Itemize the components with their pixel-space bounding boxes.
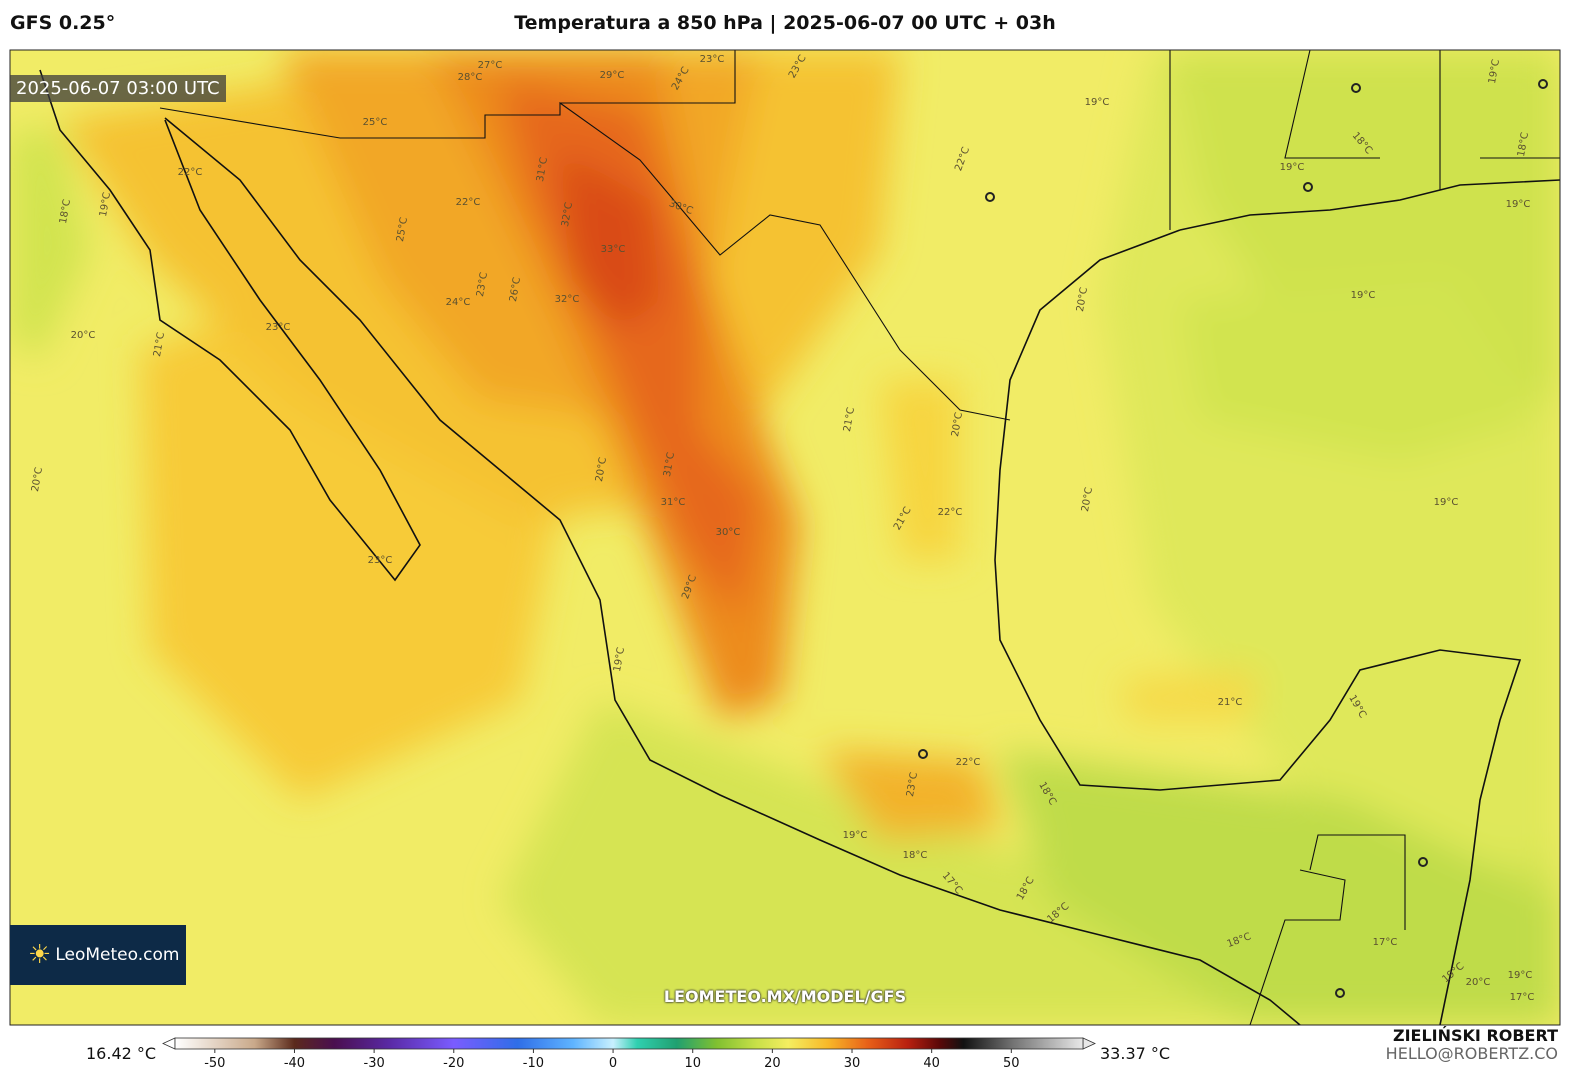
colorbar-tick-label: -40 [284, 1056, 305, 1071]
contour-label: 26°C [508, 276, 523, 302]
colorbar-tick-label: 10 [684, 1056, 701, 1071]
contour-label: 19°C [1351, 290, 1376, 301]
contour-label: 17°C [1373, 937, 1398, 948]
author-name: ZIELIŃSKI ROBERT [1392, 1026, 1558, 1045]
contour-label: 22°C [178, 167, 203, 178]
logo: ☀ LeoMeteo.com [10, 925, 186, 985]
colorbar-tick-label: 0 [609, 1056, 617, 1071]
colorbar-tick-label: -10 [523, 1056, 544, 1071]
colorbar-tick-label: 20 [764, 1056, 781, 1071]
contour-label: 20°C [71, 330, 96, 341]
contour-label: 21°C [152, 331, 167, 357]
contour-label: 20°C [1466, 977, 1491, 988]
contour-label: 20°C [1080, 486, 1095, 512]
contour-label: 20°C [1075, 286, 1090, 312]
contour-label: 20°C [950, 411, 965, 437]
colorbar-max-arrow [1082, 1037, 1096, 1050]
contour-label: 21°C [1218, 697, 1243, 708]
contour-label: 19°C [1508, 970, 1533, 981]
colorbar-tick-label: 40 [923, 1056, 940, 1071]
contour-label: 31°C [535, 156, 550, 182]
author: ZIELIŃSKI ROBERT HELLO@ROBERTZ.CO [1386, 1027, 1558, 1063]
contour-label: 23°C [368, 555, 393, 566]
source-url: LEOMETEO.MX/MODEL/GFS [663, 987, 907, 1006]
contour-label: 22°C [956, 757, 981, 768]
contour-label: 27°C [478, 60, 503, 71]
colorbar-tick-label: 50 [1003, 1056, 1020, 1071]
contour-label: 18°C [903, 850, 928, 861]
map-frame [9, 49, 1561, 1026]
contour-label: 32°C [555, 294, 580, 305]
colorbar-tick-label: -50 [204, 1056, 225, 1071]
contour-label: 25°C [363, 117, 388, 128]
contour-label: 20°C [30, 466, 45, 492]
min-value: 16.42 °C [86, 1044, 157, 1063]
logo-text: LeoMeteo.com [55, 945, 180, 965]
contour-label: 19°C [1506, 199, 1531, 210]
contour-label: 19°C [1487, 58, 1502, 84]
contour-label: 19°C [1085, 97, 1110, 108]
contour-label: 18°C [1516, 131, 1531, 157]
model-name: GFS 0.25° [10, 12, 116, 34]
contour-label: 25°C [395, 216, 410, 242]
contour-label: 28°C [458, 72, 483, 83]
contour-label: 23°C [700, 54, 725, 65]
contour-label: 19°C [98, 191, 113, 217]
contour-label: 31°C [661, 497, 686, 508]
contour-label: 23°C [905, 771, 920, 797]
contour-label: 22°C [938, 507, 963, 518]
colorbar-tick-label: -20 [443, 1056, 464, 1071]
contour-label: 19°C [1280, 162, 1305, 173]
contour-label: 18°C [58, 198, 73, 224]
author-email: HELLO@ROBERTZ.CO [1385, 1044, 1558, 1063]
contour-label: 19°C [843, 830, 868, 841]
borders [159, 50, 1560, 1025]
max-value: 33.37 °C [1100, 1044, 1171, 1063]
contour-label: 30°C [716, 527, 741, 538]
contour-label: 32°C [560, 201, 575, 227]
colorbar-min-arrow [162, 1037, 176, 1050]
contour-label: 20°C [594, 456, 609, 482]
city-markers [918, 79, 1548, 998]
colorbar-gradient [174, 1037, 1084, 1050]
colorbar-tick-label: -30 [364, 1056, 385, 1071]
contour-label: 21°C [842, 406, 857, 432]
contour-label: 23°C [475, 271, 490, 297]
coastlines [39, 69, 1560, 1025]
title: Temperatura a 850 hPa | 2025-06-07 00 UT… [514, 12, 1056, 34]
contour-label: 17°C [1510, 992, 1535, 1003]
contour-label: 29°C [600, 70, 625, 81]
colorbar-tick-label: 30 [844, 1056, 861, 1071]
contour-label: 19°C [612, 646, 627, 672]
contour-label: 33°C [601, 244, 626, 255]
valid-time: 2025-06-07 03:00 UTC [10, 75, 226, 102]
contour-label: 24°C [446, 297, 471, 308]
contour-label: 22°C [456, 197, 481, 208]
colorbar: -50 -40 -30 -20 -10 0 10 20 30 40 50 [162, 1037, 1096, 1071]
contour-label: 23°C [266, 322, 291, 333]
contour-label: 19°C [1434, 497, 1459, 508]
temperature-field: 27°C28°C 29°C 24°C 23°C 23°C 25°C 31°C 32°C 30°C… [10, 50, 1560, 1025]
contour-label: 31°C [662, 451, 677, 477]
